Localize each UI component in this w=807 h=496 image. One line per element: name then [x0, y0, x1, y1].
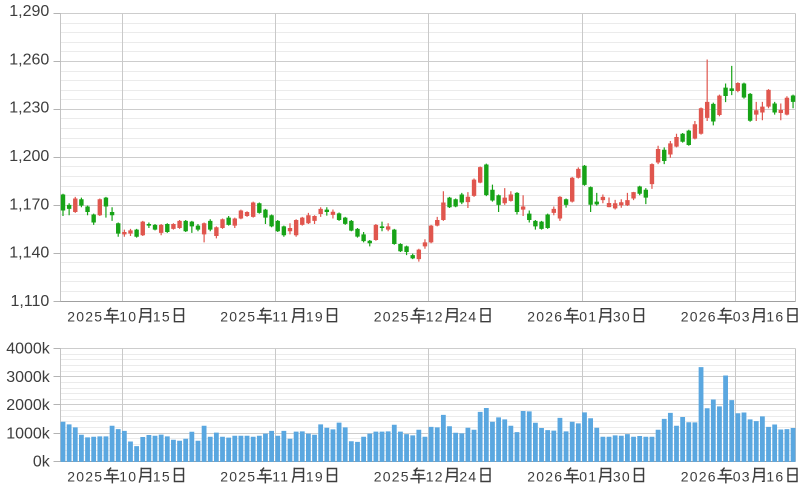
svg-text:3000k: 3000k — [6, 369, 51, 386]
svg-text:16: 16 — [766, 309, 784, 325]
svg-text:1,110: 1,110 — [10, 293, 49, 310]
svg-text:16: 16 — [766, 468, 784, 484]
svg-text:2026: 2026 — [527, 468, 563, 484]
svg-text:12: 12 — [426, 309, 444, 325]
svg-text:1,230: 1,230 — [9, 100, 49, 117]
svg-text:4000k: 4000k — [6, 341, 51, 358]
svg-text:1,140: 1,140 — [9, 245, 49, 262]
svg-text:1,260: 1,260 — [9, 51, 49, 68]
svg-text:30: 30 — [613, 468, 631, 484]
svg-text:1000k: 1000k — [6, 425, 51, 442]
svg-text:1,200: 1,200 — [9, 148, 49, 165]
svg-text:15: 15 — [153, 309, 171, 325]
svg-text:2025: 2025 — [67, 468, 103, 484]
svg-text:12: 12 — [426, 468, 444, 484]
svg-text:1,290: 1,290 — [9, 3, 49, 20]
svg-text:2025: 2025 — [220, 309, 256, 325]
svg-text:2025: 2025 — [374, 468, 410, 484]
svg-text:19: 19 — [306, 468, 324, 484]
svg-text:24: 24 — [459, 468, 477, 484]
svg-text:2025: 2025 — [67, 309, 103, 325]
svg-text:11: 11 — [272, 468, 289, 484]
svg-text:11: 11 — [272, 309, 289, 325]
svg-text:01: 01 — [579, 309, 597, 325]
svg-text:03: 03 — [733, 309, 751, 325]
svg-text:10: 10 — [119, 468, 137, 484]
svg-text:2026: 2026 — [527, 309, 563, 325]
svg-text:2025: 2025 — [220, 468, 256, 484]
svg-text:2025: 2025 — [374, 309, 410, 325]
svg-text:03: 03 — [733, 468, 751, 484]
svg-text:10: 10 — [119, 309, 137, 325]
svg-text:1,170: 1,170 — [9, 196, 49, 213]
svg-text:2026: 2026 — [681, 309, 717, 325]
svg-text:2000k: 2000k — [6, 397, 51, 414]
svg-text:0k: 0k — [33, 454, 51, 471]
svg-text:30: 30 — [613, 309, 631, 325]
svg-text:24: 24 — [459, 309, 477, 325]
svg-text:19: 19 — [306, 309, 324, 325]
svg-text:01: 01 — [579, 468, 597, 484]
svg-text:2026: 2026 — [681, 468, 717, 484]
svg-text:15: 15 — [153, 468, 171, 484]
